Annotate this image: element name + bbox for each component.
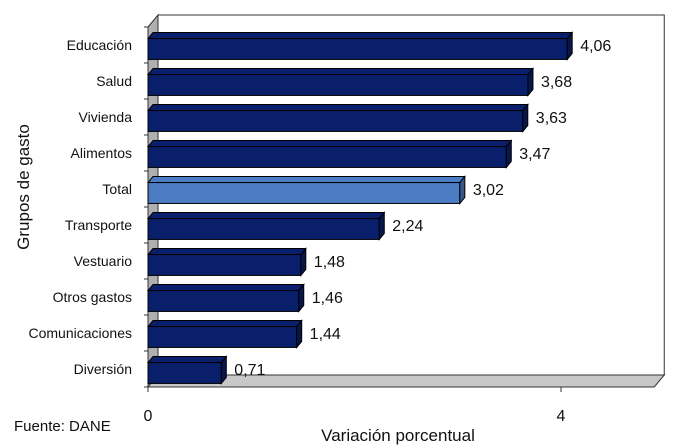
bar-Comunicaciones xyxy=(146,319,303,349)
x-tick-label: 4 xyxy=(557,408,566,425)
category-label: Vestuario xyxy=(74,253,133,269)
bar-end xyxy=(378,211,385,241)
bar-front xyxy=(147,290,300,312)
value-label: 3,47 xyxy=(519,146,550,163)
bar-Transporte xyxy=(146,211,386,241)
bar-top xyxy=(146,356,228,364)
category-label: Diversión xyxy=(74,361,132,377)
bar-top xyxy=(146,140,513,148)
bar-end xyxy=(300,247,307,277)
bar-top xyxy=(146,320,303,328)
bar-end xyxy=(505,139,512,169)
category-label: Otros gastos xyxy=(53,289,132,305)
category-label: Salud xyxy=(96,73,132,89)
bar-end xyxy=(296,319,303,349)
category-label: Educación xyxy=(67,37,132,53)
value-label: 3,02 xyxy=(473,182,504,199)
bar-front xyxy=(147,326,298,348)
value-label: 3,68 xyxy=(541,74,572,91)
source-note: Fuente: DANE xyxy=(14,418,111,435)
bar-front xyxy=(147,110,524,132)
bar-top xyxy=(146,284,305,292)
value-label: 4,06 xyxy=(580,38,611,55)
bar-Vestuario xyxy=(146,247,307,277)
category-labels: Educación Salud Vivienda Alimentos Total Tran… xyxy=(29,37,133,377)
bar-end xyxy=(522,103,529,133)
bar-top xyxy=(146,104,529,112)
bar-front xyxy=(147,38,568,60)
category-label: Total xyxy=(102,181,132,197)
bar-top xyxy=(146,68,535,76)
value-label: 1,48 xyxy=(314,254,345,271)
bar-end xyxy=(566,31,573,61)
x-axis-title: Variación porcentual xyxy=(321,426,475,445)
value-labels: 4,06 3,68 3,63 3,47 3,02 2,24 1,48 1,46 1,44 0,71 xyxy=(234,38,611,379)
x-tick-label: 0 xyxy=(144,408,153,425)
bar-front xyxy=(147,146,507,168)
bar-top xyxy=(146,32,574,40)
bar-front xyxy=(147,182,461,204)
value-label: 1,46 xyxy=(312,290,343,307)
value-label: 3,63 xyxy=(536,110,567,127)
bar-Total xyxy=(146,175,466,205)
bars-group xyxy=(146,31,574,385)
bar-Salud xyxy=(146,67,535,97)
value-label: 2,24 xyxy=(392,218,423,235)
bar-end xyxy=(220,355,227,385)
bar-top xyxy=(146,212,386,220)
bar-front xyxy=(147,254,302,276)
category-label: Alimentos xyxy=(71,145,132,161)
bar-top xyxy=(146,176,466,184)
value-label: 1,44 xyxy=(310,326,341,343)
bar-front xyxy=(147,362,222,384)
bar-end xyxy=(298,283,305,313)
category-label: Vivienda xyxy=(79,109,133,125)
category-label: Transporte xyxy=(65,217,132,233)
bar-Alimentos xyxy=(146,139,513,169)
bar-end xyxy=(459,175,466,205)
value-label: 0,71 xyxy=(234,362,265,379)
bar-top xyxy=(146,248,307,256)
bar-Educación xyxy=(146,31,574,61)
bar-Otros gastos xyxy=(146,283,305,313)
bar-Diversión xyxy=(146,355,228,385)
category-label: Comunicaciones xyxy=(29,325,133,341)
y-axis-title: Grupos de gasto xyxy=(14,124,33,250)
bar-front xyxy=(147,218,380,240)
bar-Vivienda xyxy=(146,103,529,133)
bar-end xyxy=(527,67,534,97)
bar-front xyxy=(147,74,529,96)
